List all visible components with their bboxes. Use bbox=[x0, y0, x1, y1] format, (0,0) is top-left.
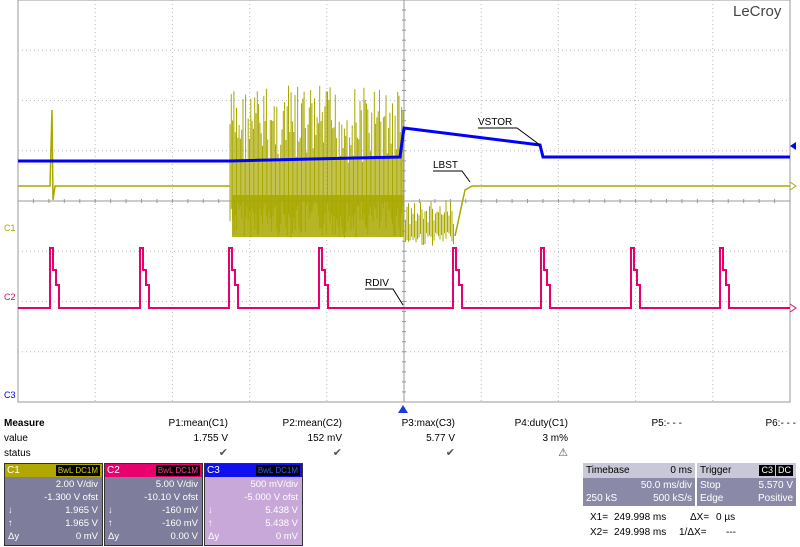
status-check-icon: ✔ bbox=[332, 447, 342, 459]
trigger-label: Trigger bbox=[700, 465, 732, 476]
param-value-p1: 1.755 V bbox=[193, 433, 228, 444]
cursor-inv-value: --- bbox=[726, 527, 736, 538]
delta-y-label: Δy bbox=[8, 531, 20, 542]
trigger-type: Edge bbox=[700, 493, 724, 504]
c1-marker[interactable]: C1 bbox=[4, 223, 16, 233]
channel-c2-name: C2 bbox=[107, 465, 120, 476]
trigger-panel[interactable]: Trigger C3 DC Stop 5.570 V Edge Positive bbox=[697, 463, 796, 506]
cursor-up-icon: ↑ bbox=[8, 518, 13, 529]
param-value-p2: 152 mV bbox=[307, 433, 342, 444]
trigger-source: C3 bbox=[759, 465, 775, 476]
param-value-p4: 3 m% bbox=[542, 433, 568, 444]
channel-c1-name: C1 bbox=[7, 465, 20, 476]
measure-header: Measure bbox=[4, 418, 45, 429]
param-name-p4[interactable]: P4:duty(C1) bbox=[514, 418, 568, 429]
leader-lbst bbox=[433, 170, 471, 183]
channel-c1-cursor2: 1.965 V bbox=[65, 518, 98, 529]
trace-c1-recover bbox=[454, 185, 790, 237]
c2-offset-marker bbox=[789, 303, 797, 313]
param-name-p1[interactable]: P1:mean(C1) bbox=[168, 418, 228, 429]
brand-logo: LeCroy bbox=[733, 3, 782, 20]
leader-rdiv bbox=[365, 288, 404, 306]
channel-c1-delta: 0 mV bbox=[75, 531, 98, 542]
cursor-dx-label: ΔX= bbox=[690, 512, 710, 523]
channel-c3-delta: 0 mV bbox=[275, 531, 298, 542]
cursor-down-icon: ↓ bbox=[108, 505, 113, 516]
waveform-display[interactable]: LeCroy VSTOR LBST RDIV C1 C2 C3 bbox=[0, 0, 800, 405]
trace-label-rdiv: RDIV bbox=[365, 278, 389, 289]
cursor-x1-value: 249.998 ms bbox=[614, 512, 667, 523]
channel-c3-tags: BwL DC1M bbox=[255, 465, 300, 476]
trigger-coupling: DC bbox=[776, 465, 793, 476]
cursor-inv-label: 1/ΔX= bbox=[679, 527, 707, 538]
timebase-label: Timebase bbox=[586, 465, 630, 476]
trigger-slope: Positive bbox=[757, 493, 793, 504]
timebase-rate: 500 kS/s bbox=[653, 493, 692, 504]
trace-c3-vstor bbox=[18, 126, 790, 163]
trace-label-vstor: VSTOR bbox=[478, 117, 513, 128]
c2-marker[interactable]: C2 bbox=[4, 292, 16, 302]
c3-marker[interactable]: C3 bbox=[4, 390, 16, 400]
channel-c3-vdiv: 500 mV/div bbox=[250, 479, 298, 490]
timebase-delay: 0 ms bbox=[670, 465, 692, 476]
status-check-icon: ✔ bbox=[218, 447, 228, 459]
trace-c1-burst-fill bbox=[232, 195, 404, 237]
channel-c2-offset: -10.10 V ofst bbox=[144, 492, 198, 503]
channel-c2-panel[interactable]: C2 BwL DC1M 5.00 V/div -10.10 V ofst ↓ -1… bbox=[104, 463, 203, 546]
channel-c1-cursor1: 1.965 V bbox=[65, 505, 98, 516]
c1-offset-marker bbox=[789, 181, 797, 191]
timebase-tdiv: 50.0 ms/div bbox=[640, 480, 692, 491]
channel-c3-name: C3 bbox=[207, 465, 220, 476]
cursor-up-icon: ↑ bbox=[108, 518, 113, 529]
trigger-position-marker[interactable] bbox=[398, 405, 408, 413]
channel-c3-cursor2: 5.438 V bbox=[265, 518, 298, 529]
delta-y-label: Δy bbox=[108, 531, 120, 542]
status-check-icon: ✔ bbox=[445, 447, 455, 459]
channel-c2-vdiv: 5.00 V/div bbox=[155, 479, 198, 490]
cursor-x2-label: X2= bbox=[590, 527, 609, 538]
measure-status-label: status bbox=[4, 448, 31, 459]
param-name-p3[interactable]: P3:max(C3) bbox=[401, 418, 455, 429]
cursor-up-icon: ↑ bbox=[208, 518, 213, 529]
param-name-p6[interactable]: P6:- - - bbox=[765, 418, 796, 429]
status-warning-icon: ⚠ bbox=[558, 447, 568, 459]
channel-c3-offset: -5.000 V ofst bbox=[244, 492, 298, 503]
channel-c1-tags: BwL DC1M bbox=[55, 465, 100, 476]
leader-vstor bbox=[478, 127, 541, 146]
trace-c2-rdiv bbox=[18, 247, 790, 309]
channel-c2-delta: 0.00 V bbox=[170, 531, 198, 542]
delta-y-label: Δy bbox=[208, 531, 220, 542]
cursor-down-icon: ↓ bbox=[8, 505, 13, 516]
cursor-x2-value: 249.998 ms bbox=[614, 527, 667, 538]
cursor-dx-value: 0 µs bbox=[716, 512, 736, 523]
param-name-p2[interactable]: P2:mean(C2) bbox=[282, 418, 342, 429]
c3-offset-marker bbox=[790, 142, 796, 150]
trace-label-lbst: LBST bbox=[433, 160, 459, 171]
channel-c2-tags: BwL DC1M bbox=[155, 465, 200, 476]
channel-c2-cursor1: -160 mV bbox=[162, 505, 198, 516]
channel-c3-cursor1: 5.438 V bbox=[265, 505, 298, 516]
channel-c1-vdiv: 2.00 V/div bbox=[55, 479, 98, 490]
waveform-grid bbox=[17, 0, 797, 403]
channel-c1-panel[interactable]: C1 BwL DC1M 2.00 V/div -1.300 V ofst ↓ 1.… bbox=[4, 463, 103, 546]
cursor-x1-label: X1= bbox=[590, 512, 609, 523]
trigger-level: 5.570 V bbox=[758, 480, 793, 491]
param-value-p3: 5.77 V bbox=[426, 433, 455, 444]
channel-c1-offset: -1.300 V ofst bbox=[44, 492, 98, 503]
channel-c3-panel[interactable]: C3 BwL DC1M 500 mV/div -5.000 V ofst ↓ 5.… bbox=[204, 463, 303, 546]
timebase-panel[interactable]: Timebase 0 ms 50.0 ms/div 250 kS 500 kS/… bbox=[583, 463, 695, 506]
param-name-p5[interactable]: P5:- - - bbox=[651, 418, 682, 429]
measure-value-label: value bbox=[4, 433, 28, 444]
trigger-mode: Stop bbox=[700, 480, 721, 491]
trace-c1-baseline bbox=[18, 109, 230, 201]
trace-c1-decay bbox=[403, 200, 454, 246]
channel-c2-cursor2: -160 mV bbox=[162, 518, 198, 529]
timebase-samples: 250 kS bbox=[586, 493, 618, 504]
cursor-down-icon: ↓ bbox=[208, 505, 213, 516]
